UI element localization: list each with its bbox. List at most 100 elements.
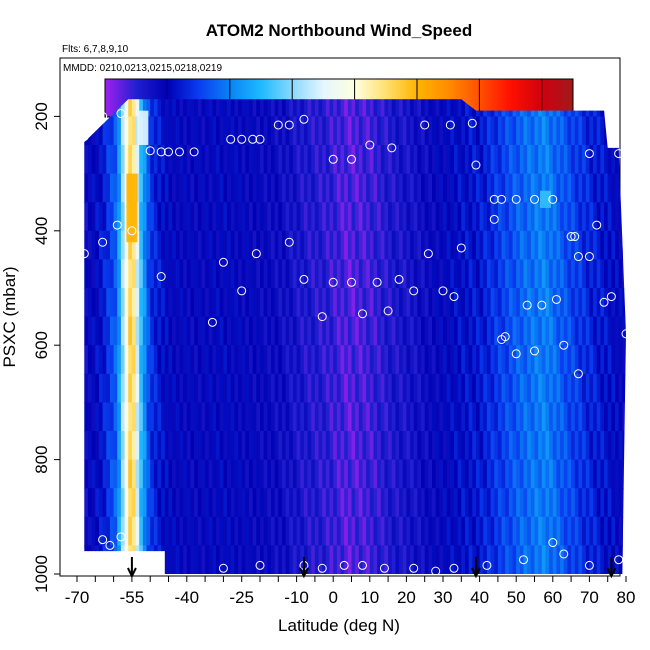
heatmap-cell: [549, 516, 554, 546]
heatmap-cell: [578, 259, 583, 289]
heatmap-cell: [311, 345, 316, 375]
heatmap-cell: [464, 202, 470, 232]
heatmap-cell: [300, 488, 305, 518]
heatmap-cell: [453, 516, 459, 546]
heatmap-cell: [355, 516, 360, 546]
heatmap-cell: [325, 288, 331, 318]
heatmap-cell: [289, 173, 294, 203]
heatmap-cell: [208, 202, 214, 232]
heatmap-cell: [410, 116, 415, 146]
heatmap-cell: [600, 431, 605, 461]
heatmap-cell: [227, 99, 232, 117]
heatmap-cell: [516, 259, 521, 289]
heatmap-cell: [475, 259, 481, 289]
heatmap-cell: [186, 116, 192, 146]
heatmap-cell: [223, 459, 228, 489]
heatmap-cell: [113, 459, 118, 489]
heatmap-cell: [318, 230, 323, 260]
heatmap-cell: [95, 345, 100, 375]
heatmap-cell: [567, 488, 572, 518]
heatmap-cell: [508, 230, 514, 260]
heatmap-cell: [399, 373, 404, 403]
heatmap-cell: [314, 431, 320, 461]
heatmap-cell: [424, 288, 429, 318]
heatmap-cell: [270, 459, 276, 489]
heatmap-cell: [439, 488, 444, 518]
heatmap-cell: [311, 402, 316, 432]
heatmap-cell: [450, 173, 455, 203]
heatmap-cell: [351, 488, 356, 518]
heatmap-cell: [611, 545, 616, 575]
heatmap-cell: [472, 116, 477, 146]
heatmap-cell: [164, 259, 170, 289]
heatmap-cell: [475, 145, 481, 175]
heatmap-cell: [589, 99, 594, 117]
heatmap-cell: [256, 345, 261, 375]
heatmap-cell: [201, 173, 206, 203]
heatmap-cell: [139, 145, 144, 175]
heatmap-cell: [630, 345, 634, 374]
heatmap-cell: [314, 459, 320, 489]
heatmap-cell: [303, 488, 309, 518]
heatmap-cell: [618, 99, 623, 117]
heatmap-cell: [519, 230, 525, 260]
heatmap-cell: [523, 402, 528, 432]
heatmap-cell: [183, 145, 188, 175]
heatmap-cell: [461, 316, 466, 346]
heatmap-cell: [153, 431, 159, 461]
heatmap-cell: [443, 173, 448, 203]
heatmap-cell: [421, 545, 426, 575]
heatmap-cell: [384, 173, 389, 203]
heatmap-cell: [146, 545, 151, 575]
heatmap-cell: [380, 373, 386, 403]
heatmap-cell: [582, 316, 587, 346]
heatmap-cell: [417, 202, 422, 232]
heatmap-cell: [596, 259, 601, 289]
heatmap-cell: [593, 488, 598, 518]
heatmap-cell: [117, 230, 122, 260]
heatmap-cell: [373, 230, 378, 260]
heatmap-cell: [281, 373, 287, 403]
heatmap-cell: [618, 173, 623, 203]
heatmap-cell: [344, 116, 349, 146]
heatmap-cell: [377, 545, 382, 575]
heatmap-cell: [303, 230, 309, 260]
heatmap-cell: [541, 145, 547, 175]
heatmap-cell: [483, 230, 488, 260]
heatmap-cell: [450, 202, 455, 232]
heatmap-cell: [153, 402, 159, 432]
x-tick-label: -10: [284, 588, 309, 607]
heatmap-cell: [523, 202, 528, 232]
heatmap-cell: [267, 173, 272, 203]
heatmap-cell: [490, 459, 495, 489]
heatmap-cell: [201, 288, 206, 318]
heatmap-cell: [432, 373, 437, 403]
heatmap-cell: [128, 431, 133, 461]
flight-point: [431, 566, 441, 576]
heatmap-cell: [278, 459, 283, 489]
heatmap-cell: [329, 288, 334, 318]
heatmap-cell: [164, 545, 170, 575]
flight-point: [383, 306, 393, 316]
heatmap-cell: [289, 145, 294, 175]
heatmap-cell: [369, 373, 375, 403]
heatmap-cell: [351, 431, 356, 461]
heatmap-cell: [362, 373, 367, 403]
heatmap-cell: [84, 316, 89, 346]
heatmap-cell: [128, 288, 133, 318]
heatmap-cell: [410, 145, 415, 175]
heatmap-cell: [161, 402, 166, 432]
heatmap-cell: [366, 259, 371, 289]
heatmap-cell: [497, 288, 503, 318]
heatmap-cell: [406, 431, 411, 461]
heatmap-cell: [77, 317, 81, 346]
heatmap-cell: [622, 202, 626, 232]
heatmap-cell: [124, 145, 129, 175]
heatmap-cell: [241, 202, 246, 232]
heatmap-cell: [377, 488, 382, 518]
heatmap-cell: [607, 545, 612, 575]
heatmap-cell: [117, 116, 122, 146]
heatmap-cell: [77, 374, 81, 403]
heatmap-cell: [494, 545, 499, 575]
heatmap-cell: [274, 402, 279, 432]
